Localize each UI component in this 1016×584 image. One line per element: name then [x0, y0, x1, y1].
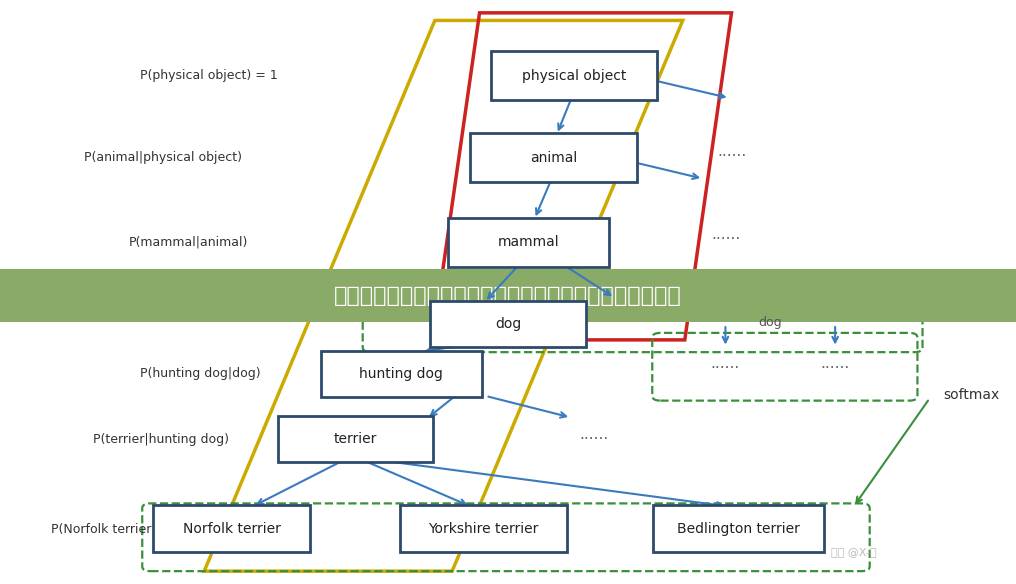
Text: Norfolk terrier: Norfolk terrier — [183, 522, 280, 536]
FancyBboxPatch shape — [470, 133, 637, 182]
Text: P(terrier|hunting dog): P(terrier|hunting dog) — [93, 433, 230, 446]
Text: 知乎 @X-猪: 知乎 @X-猪 — [831, 547, 876, 557]
Text: P(mammal|animal): P(mammal|animal) — [129, 236, 248, 249]
FancyBboxPatch shape — [321, 350, 483, 397]
Text: terrier: terrier — [334, 432, 377, 446]
Text: P(animal|physical object): P(animal|physical object) — [84, 151, 243, 164]
FancyBboxPatch shape — [491, 51, 657, 100]
Text: Bedlington terrier: Bedlington terrier — [678, 522, 800, 536]
Text: animal: animal — [530, 151, 577, 165]
Bar — [0, 269, 1016, 322]
Text: Yorkshire terrier: Yorkshire terrier — [429, 522, 538, 536]
Text: dog: dog — [758, 316, 782, 329]
Text: P(physical object) = 1: P(physical object) = 1 — [140, 69, 278, 82]
Text: ......: ...... — [821, 356, 849, 371]
Text: P(Norfolk terrier|terrier): P(Norfolk terrier|terrier) — [51, 522, 199, 535]
Text: softmax: softmax — [943, 388, 999, 402]
FancyBboxPatch shape — [400, 505, 567, 551]
Text: dog: dog — [495, 317, 521, 331]
FancyBboxPatch shape — [652, 505, 825, 551]
Text: ......: ...... — [580, 427, 609, 442]
Text: mammal: mammal — [498, 235, 559, 249]
Text: ......: ...... — [712, 227, 741, 242]
Text: ......: ...... — [711, 356, 740, 371]
Text: physical object: physical object — [522, 69, 626, 83]
Text: P(hunting dog|dog): P(hunting dog|dog) — [140, 367, 261, 380]
Text: hunting dog: hunting dog — [360, 367, 443, 381]
FancyBboxPatch shape — [430, 301, 586, 347]
FancyBboxPatch shape — [153, 505, 310, 551]
Text: 江南百景图芳坞文星布局特色及高效使用方法深度剖析解读: 江南百景图芳坞文星布局特色及高效使用方法深度剖析解读 — [334, 286, 682, 305]
Text: ......: ...... — [717, 144, 746, 159]
FancyBboxPatch shape — [278, 416, 433, 463]
FancyBboxPatch shape — [447, 218, 609, 267]
